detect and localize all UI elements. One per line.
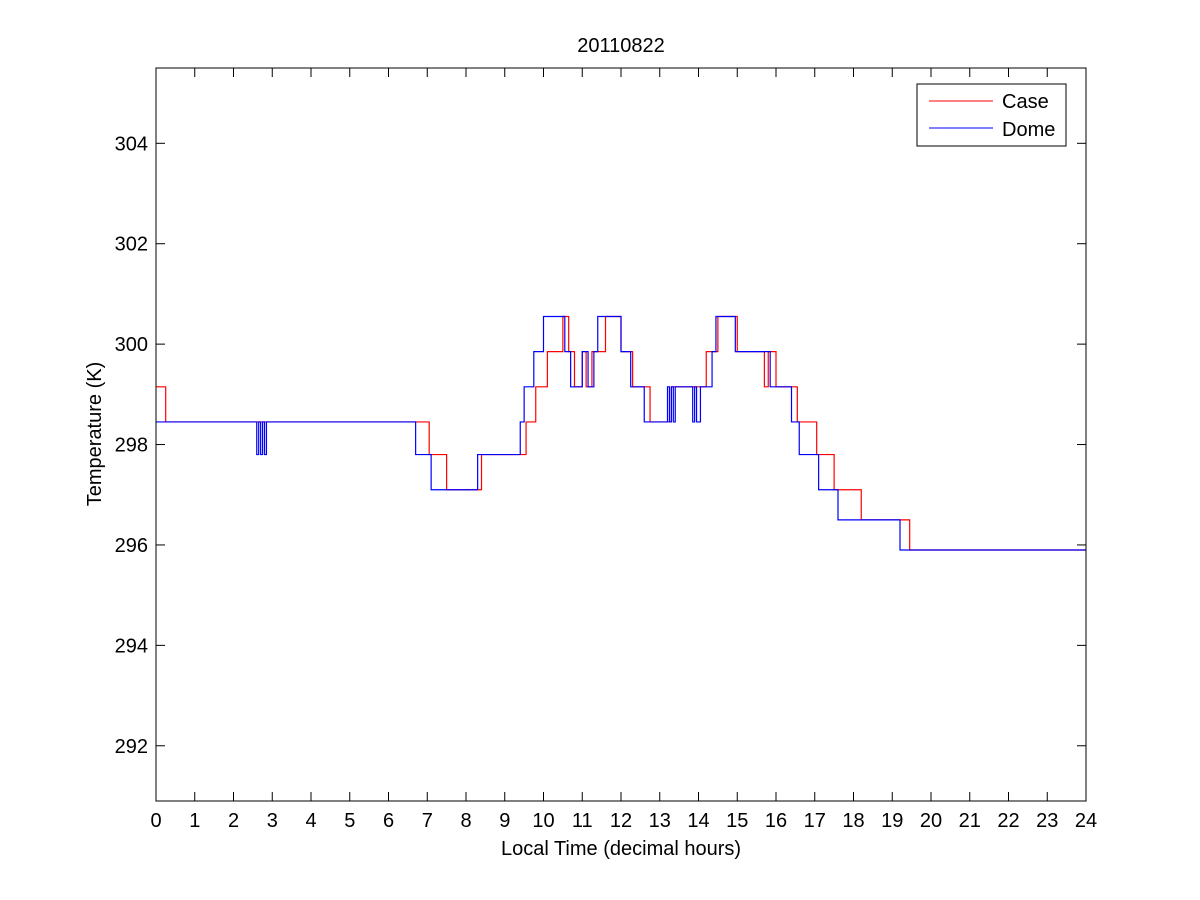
x-axis: 0 1 2 3 4 5 6 7 8 9 10 11 12 13 14 15 16 17 18 19 20 21 22 23 24 [150, 68, 1097, 832]
x-tick-label: 16 [765, 810, 787, 832]
x-tick-label: 5 [344, 810, 355, 832]
x-tick-label: 17 [804, 810, 826, 832]
x-tick-label: 1 [189, 810, 200, 832]
x-tick-label: 11 [572, 810, 593, 832]
y-tick-label: 294 [115, 635, 148, 657]
y-axis-label: Temperature (K) [84, 362, 106, 507]
y-tick-label: 300 [115, 334, 148, 356]
x-tick-label: 3 [267, 810, 278, 832]
x-tick-label: 20 [920, 810, 942, 832]
x-tick-label: 0 [150, 810, 161, 832]
x-tick-label: 7 [422, 810, 433, 832]
x-tick-label: 12 [610, 810, 632, 832]
legend-dome-label: Dome [1002, 119, 1055, 141]
y-tick-label: 292 [115, 736, 148, 758]
x-tick-label: 22 [997, 810, 1019, 832]
x-axis-label: Local Time (decimal hours) [501, 838, 741, 860]
x-tick-label: 13 [649, 810, 671, 832]
x-tick-label: 24 [1075, 810, 1097, 832]
legend-case-label: Case [1002, 91, 1049, 113]
y-tick-label: 298 [115, 435, 148, 457]
legend-box [916, 83, 1067, 147]
x-tick-label: 2 [228, 810, 239, 832]
series-line-dome [156, 315, 1086, 551]
y-tick-label: 296 [115, 535, 148, 557]
x-tick-label: 14 [687, 810, 709, 832]
x-tick-label: 19 [881, 810, 903, 832]
series-layer [156, 315, 1086, 551]
x-tick-label: 23 [1036, 810, 1058, 832]
x-tick-label: 18 [842, 810, 864, 832]
x-tick-label: 9 [499, 810, 510, 832]
x-tick-label: 8 [460, 810, 471, 832]
y-tick-label: 302 [115, 234, 148, 256]
y-axis: 292 294 296 298 300 302 304 [115, 133, 1086, 758]
x-tick-label: 15 [726, 810, 748, 832]
x-tick-label: 4 [305, 810, 316, 832]
x-tick-label: 10 [532, 810, 554, 832]
x-tick-label: 6 [383, 810, 394, 832]
chart-title: 20110822 [577, 35, 665, 57]
y-tick-label: 304 [115, 133, 148, 155]
x-tick-label: 21 [959, 810, 981, 832]
legend: Case Dome [916, 83, 1067, 147]
